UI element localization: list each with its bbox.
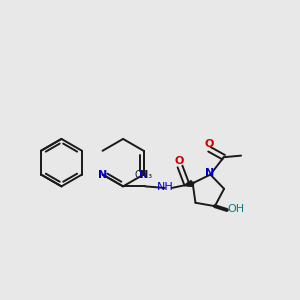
Text: N: N	[98, 169, 107, 179]
Text: N: N	[205, 168, 214, 178]
Text: CH₃: CH₃	[135, 170, 153, 180]
Text: OH: OH	[227, 204, 244, 214]
Text: O: O	[175, 156, 184, 166]
Text: O: O	[204, 139, 214, 148]
Text: NH: NH	[157, 182, 174, 192]
Text: N: N	[139, 169, 148, 179]
